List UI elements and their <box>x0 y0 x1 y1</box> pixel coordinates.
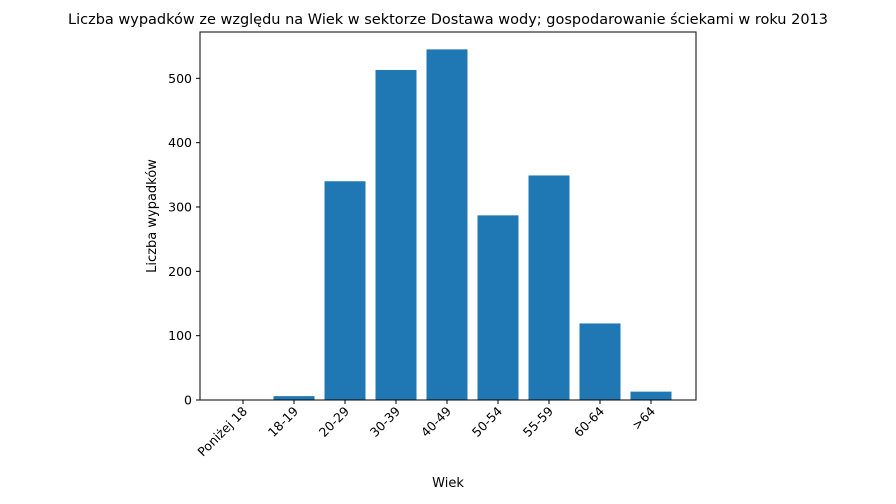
y-tick-label: 400 <box>168 135 192 150</box>
x-tick-label: 40-49 <box>418 403 454 439</box>
x-tick-label: 55-59 <box>520 403 556 439</box>
x-tick-label: 30-39 <box>367 403 403 439</box>
y-tick-label: 200 <box>168 264 192 279</box>
x-tick-label: Poniżej 18 <box>194 403 250 459</box>
bar-6 <box>528 175 570 400</box>
x-axis-label: Wiek <box>432 476 464 491</box>
bar-5 <box>477 215 519 400</box>
bar-4 <box>426 49 468 400</box>
x-tick-label: 18-19 <box>265 403 301 439</box>
y-tick-label: 100 <box>168 328 192 343</box>
bar-2 <box>324 181 366 400</box>
bars-group <box>273 49 672 400</box>
y-axis: 0 100 200 300 400 500 <box>168 71 200 408</box>
y-tick-label: 0 <box>184 393 192 408</box>
y-axis-label: Liczba wypadków <box>145 159 160 273</box>
chart-title: Liczba wypadków ze względu na Wiek w sek… <box>68 12 828 28</box>
x-tick-label: >64 <box>629 403 658 432</box>
x-tick-label: 60-64 <box>571 403 607 439</box>
x-tick-label: 20-29 <box>316 403 352 439</box>
bar-8 <box>630 391 672 400</box>
bar-3 <box>375 69 417 400</box>
plot-area-frame <box>199 31 697 401</box>
bar-7 <box>579 323 621 400</box>
x-axis: Poniżej 18 18-19 20-29 30-39 40-49 50-54 55-59… <box>194 400 658 459</box>
y-tick-label: 300 <box>168 199 192 214</box>
y-tick-label: 500 <box>168 71 192 86</box>
bar-1 <box>273 396 315 400</box>
x-tick-label: 50-54 <box>469 403 505 439</box>
